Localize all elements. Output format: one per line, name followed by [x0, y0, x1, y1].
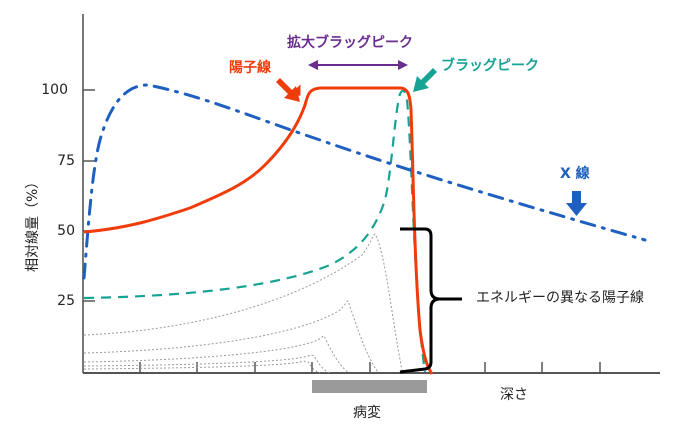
bragg-peak-curve — [83, 89, 427, 373]
proton-sobp-curve — [83, 86, 434, 375]
y-tick-100: 100 — [41, 82, 68, 98]
proton-arrow-icon — [276, 78, 301, 102]
xray-curve — [82, 83, 647, 280]
lesion-label: 病変 — [353, 405, 381, 421]
x-axis-label: 深さ — [500, 387, 528, 403]
y-tick-50: 50 — [57, 223, 75, 239]
xray-arrow-icon — [566, 191, 587, 216]
y-tick-25: 25 — [57, 293, 75, 309]
bragg-arrow-icon — [413, 68, 437, 92]
sobp-double-arrow-icon — [308, 60, 408, 70]
proton-label: 陽子線 — [229, 60, 271, 76]
energy-proton-curves — [83, 233, 403, 374]
y-axis-label: 相対線量（%） — [25, 174, 41, 272]
energy-protons-label: エネルギーの異なる陽子線 — [476, 290, 644, 306]
lesion-bar — [312, 380, 427, 393]
sobp-label: 拡大ブラッグピーク — [287, 35, 413, 51]
x-ticks — [139, 362, 601, 373]
energy-brace-icon — [399, 227, 462, 374]
bragg-peak-label: ブラッグピーク — [441, 58, 539, 74]
xray-label: X 線 — [560, 166, 590, 182]
y-tick-75: 75 — [57, 153, 75, 169]
